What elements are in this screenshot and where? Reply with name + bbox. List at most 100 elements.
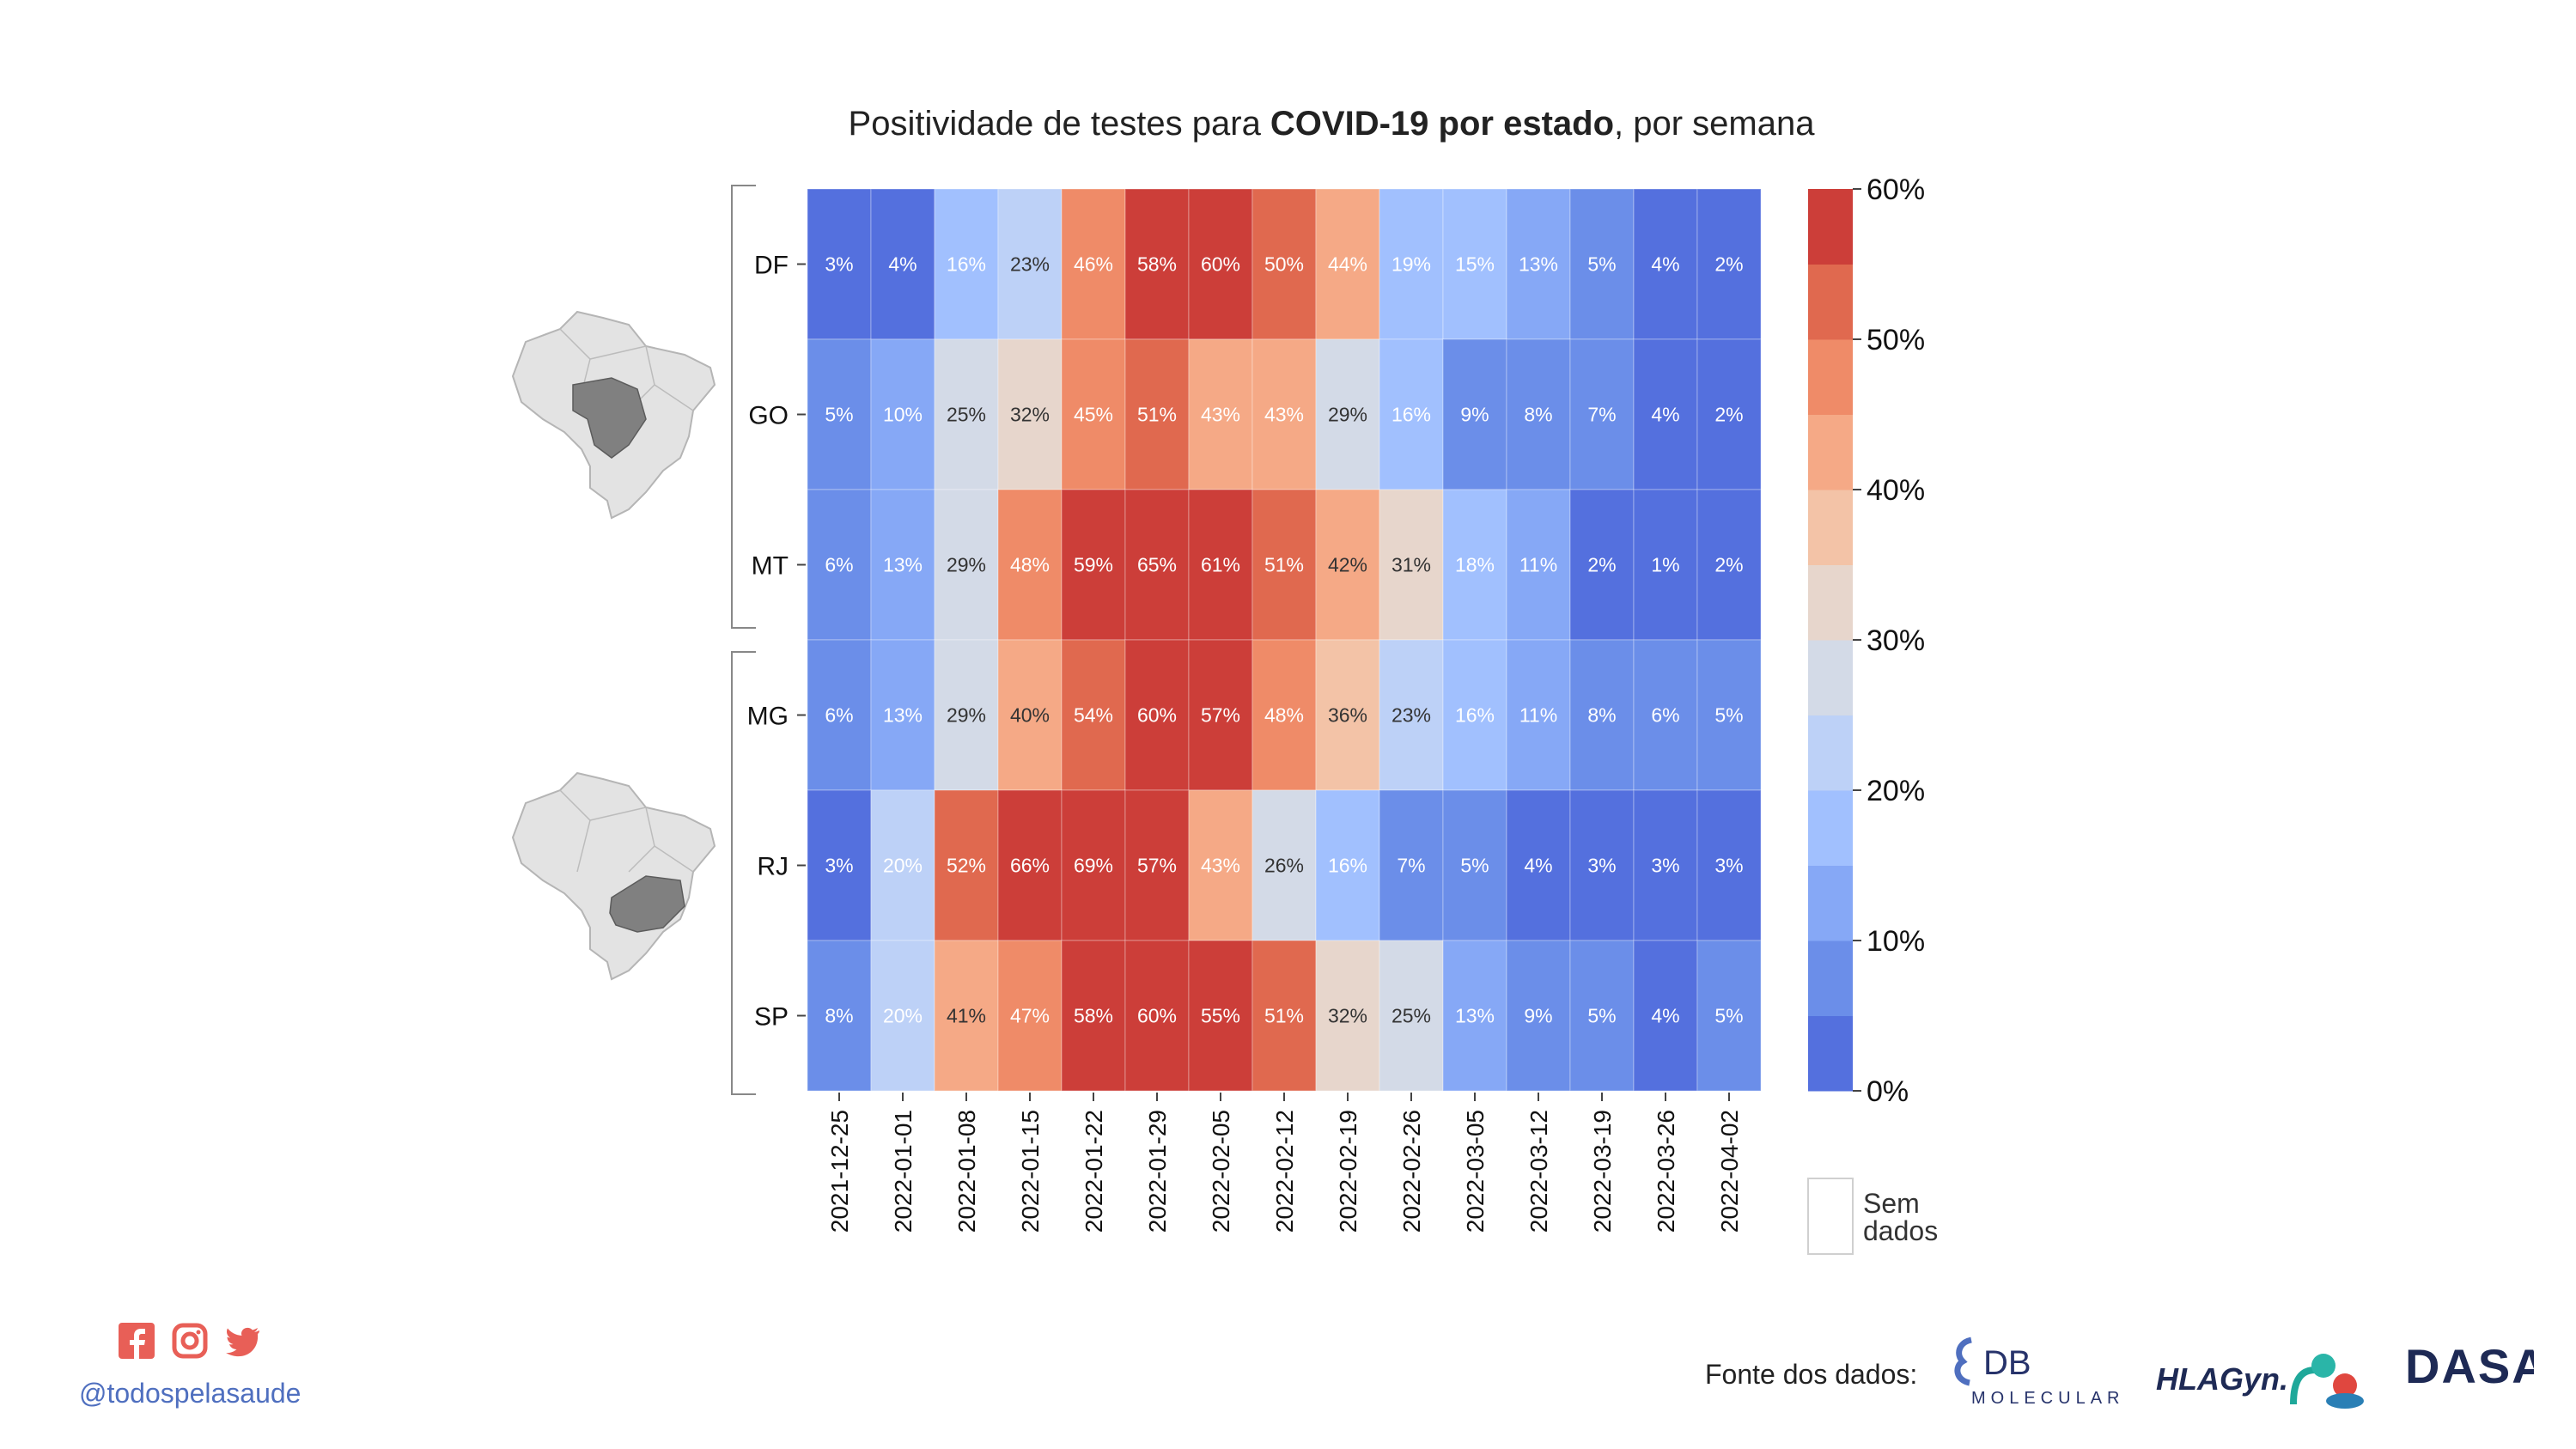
- cell-value-label: 44%: [1328, 253, 1367, 276]
- db-logo-text: DB: [1983, 1344, 2031, 1382]
- heatmap-cell: [1696, 188, 1762, 340]
- heatmap-cell: [1061, 789, 1126, 941]
- heatmap-cell: [997, 489, 1063, 641]
- heatmap-cell: [1633, 188, 1698, 340]
- heatmap-cell: [1696, 789, 1762, 941]
- heatmap-cell: [934, 940, 999, 1092]
- heatmap-cell: [1506, 338, 1571, 490]
- heatmap-cell: [807, 639, 872, 791]
- cell-value-label: 50%: [1264, 253, 1304, 276]
- colorbar-segment: [1808, 564, 1853, 641]
- heatmap-cell: [1442, 639, 1507, 791]
- cell-value-label: 2%: [1714, 554, 1743, 576]
- heatmap-cell: [1124, 639, 1190, 791]
- y-tick-label: MT: [752, 552, 789, 581]
- heatmap-cell: [997, 940, 1063, 1092]
- heatmap-cell: [1251, 940, 1317, 1092]
- colorbar-segment: [1808, 941, 1853, 1016]
- heatmap-cell: [1442, 789, 1507, 941]
- cell-value-label: 29%: [947, 704, 986, 727]
- db-molecular-logo: DB MOLECULAR: [1946, 1336, 2126, 1413]
- colorbar-segment: [1808, 1015, 1853, 1092]
- colorbar-tick-label: 40%: [1867, 474, 1925, 507]
- cell-value-label: 25%: [1392, 1005, 1431, 1027]
- heatmap-cell: [1569, 338, 1635, 490]
- cell-value-label: 15%: [1455, 253, 1495, 276]
- facebook-icon[interactable]: [119, 1323, 155, 1359]
- heatmap-cell: [997, 789, 1063, 941]
- cell-value-label: 13%: [883, 554, 923, 576]
- cell-value-label: 2%: [1714, 404, 1743, 426]
- cell-value-label: 19%: [1392, 253, 1431, 276]
- colorbar-tick-label: 20%: [1867, 775, 1925, 807]
- instagram-icon[interactable]: [172, 1323, 208, 1359]
- heatmap-cell: [1569, 940, 1635, 1092]
- cell-value-label: 60%: [1201, 253, 1240, 276]
- cell-value-label: 2%: [1714, 253, 1743, 276]
- cell-value-label: 8%: [1524, 404, 1552, 426]
- cell-value-label: 3%: [825, 855, 853, 877]
- cell-value-label: 51%: [1264, 1005, 1304, 1027]
- x-tick-label: 2022-01-15: [1017, 1110, 1044, 1233]
- heatmap-cell: [1188, 338, 1253, 490]
- colorbar-tick-label: 30%: [1867, 624, 1925, 657]
- cell-value-label: 23%: [1392, 704, 1431, 727]
- cell-value-label: 4%: [1651, 404, 1679, 426]
- cell-value-label: 11%: [1519, 554, 1557, 576]
- colorbar-segment: [1808, 865, 1853, 941]
- cell-value-label: 5%: [1714, 1005, 1743, 1027]
- cell-value-label: 9%: [1460, 404, 1489, 426]
- heatmap-cell: [1124, 188, 1190, 340]
- twitter-icon[interactable]: [225, 1323, 261, 1359]
- cell-value-label: 6%: [1651, 704, 1679, 727]
- colorbar-tick-label: 0%: [1867, 1075, 1909, 1108]
- cell-value-label: 31%: [1392, 554, 1431, 576]
- colorbar-segment: [1808, 790, 1853, 866]
- colorbar-segment: [1808, 640, 1853, 715]
- heatmap-cell: [1188, 188, 1253, 340]
- heatmap-cell: [1251, 639, 1317, 791]
- x-tick-label: 2022-02-12: [1271, 1110, 1298, 1233]
- colorbar-segment: [1808, 414, 1853, 490]
- cell-value-label: 23%: [1010, 253, 1050, 276]
- colorbar-segment: [1808, 490, 1853, 565]
- heatmap-cell: [1315, 789, 1380, 941]
- cell-value-label: 51%: [1264, 554, 1304, 576]
- heatmap-cell: [870, 940, 935, 1092]
- title-bold: COVID-19 por estado: [1270, 105, 1614, 143]
- cell-value-label: 5%: [825, 404, 853, 426]
- heatmap-cell: [1124, 940, 1190, 1092]
- heatmap-cell: [1061, 639, 1126, 791]
- cell-value-label: 61%: [1201, 554, 1240, 576]
- social-icons: [119, 1323, 261, 1359]
- cell-value-label: 16%: [947, 253, 986, 276]
- heatmap-cell: [1251, 789, 1317, 941]
- cell-value-label: 43%: [1201, 404, 1240, 426]
- cell-value-label: 43%: [1264, 404, 1304, 426]
- dasa-logo: DASA: [2405, 1339, 2547, 1403]
- heatmap-cell: [807, 789, 872, 941]
- cell-value-label: 4%: [1651, 253, 1679, 276]
- cell-value-label: 16%: [1455, 704, 1495, 727]
- heatmap-cell: [934, 338, 999, 490]
- cell-value-label: 2%: [1587, 554, 1616, 576]
- social-handle[interactable]: @todospelasaude: [79, 1378, 301, 1409]
- cell-value-label: 13%: [883, 704, 923, 727]
- x-tick-label: 2022-03-05: [1462, 1110, 1489, 1233]
- cell-value-label: 4%: [1524, 855, 1552, 877]
- cell-value-label: 42%: [1328, 554, 1367, 576]
- heatmap-cell: [807, 489, 872, 641]
- cell-value-label: 45%: [1074, 404, 1113, 426]
- cell-value-label: 5%: [1714, 704, 1743, 727]
- highlighted-region: [572, 377, 647, 459]
- heatmap-cell: [1569, 639, 1635, 791]
- colorbar-segment: [1808, 264, 1853, 340]
- heatmap-cell: [1379, 188, 1444, 340]
- title-suffix: , por semana: [1614, 105, 1815, 143]
- brazil-map-centro-oeste: [511, 310, 716, 520]
- cell-value-label: 7%: [1397, 855, 1425, 877]
- y-tick-label: MG: [747, 703, 789, 731]
- cell-value-label: 54%: [1074, 704, 1113, 727]
- heatmap-cell: [1379, 639, 1444, 791]
- cell-value-label: 3%: [825, 253, 853, 276]
